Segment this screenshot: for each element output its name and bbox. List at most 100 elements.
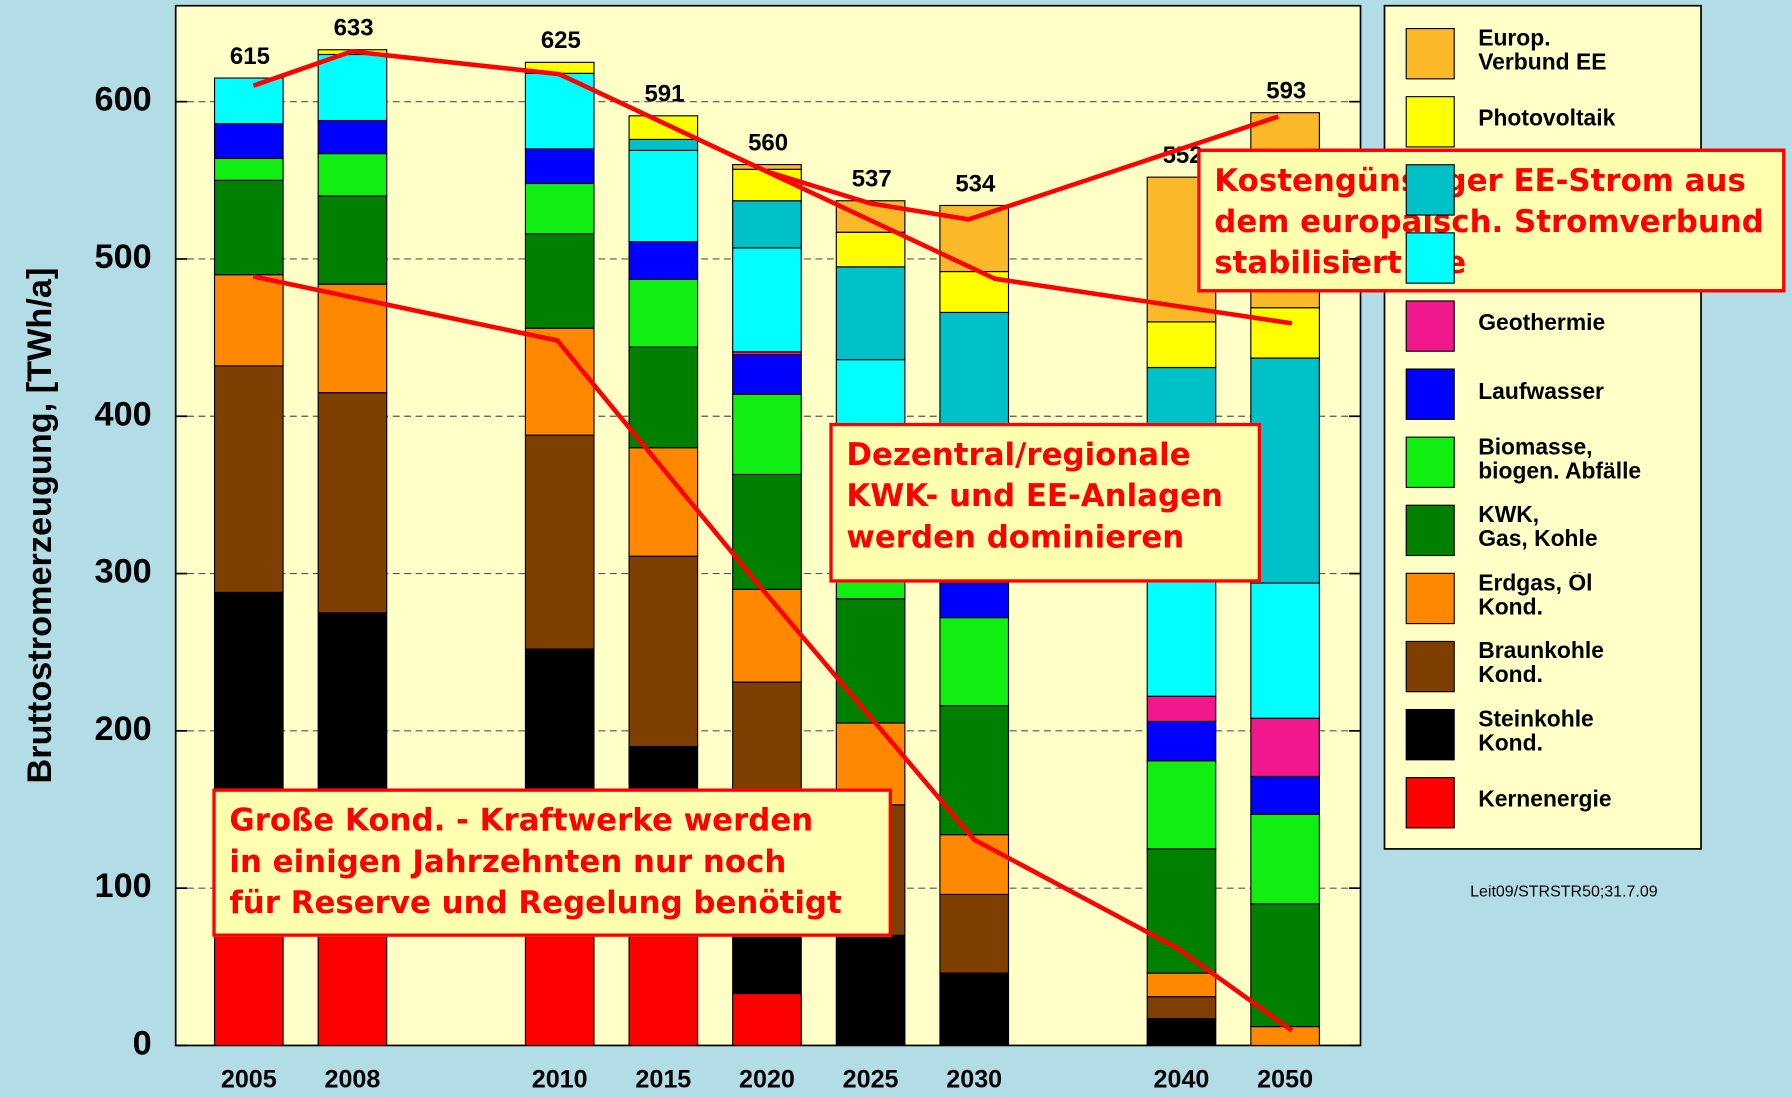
bar-segment (524, 233, 595, 329)
bar-segment (213, 591, 284, 790)
bar-segment (939, 893, 1010, 974)
bar-segment (1250, 1025, 1320, 1047)
bar-segment (317, 195, 388, 285)
legend-swatch (1405, 27, 1455, 80)
bar-segment (628, 346, 699, 449)
bar-segment (213, 157, 284, 181)
bar-segment (1250, 813, 1320, 905)
annotation: Große Kond. - Kraftwerke werden in einig… (212, 788, 893, 937)
bar-segment (732, 473, 802, 590)
legend-label-box: KWK, Gas, Kohle (1478, 504, 1598, 553)
legend-swatch (1405, 504, 1455, 557)
bar-segment (1250, 717, 1320, 778)
legend-label: Erdgas, Öl Kond. (1478, 572, 1593, 621)
legend-label-box: Kernenergie (1478, 788, 1611, 811)
total-label: 593 (1266, 77, 1306, 104)
legend-box (1383, 4, 1702, 850)
bar-segment (628, 555, 699, 748)
bar-segment (213, 123, 284, 159)
legend-swatch (1405, 96, 1455, 148)
bar-segment (628, 149, 699, 243)
annotation-box: Dezentral/regionale KWK- und EE-Anlagen … (829, 422, 1262, 583)
legend-label-box: Geothermie (1478, 312, 1605, 335)
y-tick-label: 0 (133, 1024, 152, 1062)
bar-segment (1146, 760, 1217, 850)
total-label: 633 (334, 15, 374, 42)
bar-segment (524, 182, 595, 235)
bar-segment (1250, 307, 1320, 359)
y-tick-label: 200 (95, 710, 152, 748)
bar-segment (213, 274, 284, 367)
total-label: 615 (230, 43, 270, 70)
bar-segment (1146, 972, 1217, 998)
total-label: 625 (541, 27, 581, 54)
x-tick-label: 2050 (1257, 1066, 1313, 1094)
legend-swatch (1405, 572, 1455, 625)
legend-swatch (1405, 777, 1455, 829)
legend-swatch (1405, 164, 1455, 216)
bar-segment (628, 241, 699, 280)
bar-segment (732, 992, 802, 1047)
legend-swatch (1405, 368, 1455, 420)
footnote: Leit09/STRSTR50;31.7.09 (1470, 884, 1658, 901)
total-label: 537 (852, 166, 892, 193)
x-tick-label: 2025 (843, 1066, 899, 1094)
legend-label-box: Laufwasser (1478, 380, 1604, 403)
legend-label-box: Erdgas, Öl Kond. (1478, 572, 1593, 621)
bar-segment (835, 934, 906, 1047)
total-label: 560 (748, 129, 788, 156)
x-tick-label: 2015 (635, 1066, 691, 1094)
bar-segment (1146, 848, 1217, 974)
legend-label-box: Europ. Verbund EE (1478, 27, 1607, 76)
x-tick-label: 2010 (532, 1066, 588, 1094)
trend-lines (252, 49, 1294, 1033)
bar-segment (1250, 357, 1320, 584)
bar-segment (1250, 582, 1320, 719)
x-tick-label: 2008 (324, 1066, 380, 1094)
bar-segment (524, 148, 595, 185)
legend-swatch (1405, 232, 1455, 284)
bar-segment (1146, 996, 1217, 1020)
annotation-box: Kostengünstiger EE-Strom aus dem europäi… (1197, 148, 1786, 293)
legend-swatch (1405, 436, 1455, 488)
legend-label: Steinkohle Kond. (1478, 708, 1594, 757)
legend-label: Photovoltaik (1478, 107, 1616, 132)
bar-segment (732, 247, 802, 353)
overlays: Kostengünstiger EE-Strom aus dem europäi… (212, 148, 1786, 937)
x-tick-label: 2040 (1154, 1066, 1210, 1094)
legend-label: Europ. Verbund EE (1478, 27, 1607, 76)
bar-segment (628, 138, 699, 151)
bar-segment (835, 598, 906, 724)
annotation: Kostengünstiger EE-Strom aus dem europäi… (1197, 148, 1786, 293)
annotation: Dezentral/regionale KWK- und EE-Anlagen … (829, 422, 1262, 583)
bar-segment (939, 705, 1010, 836)
bar-segment (732, 393, 802, 476)
legend-label: Braunkohle Kond. (1478, 640, 1604, 689)
trend-line (765, 169, 1293, 326)
legend-label: Biomasse, biogen. Abfälle (1478, 435, 1642, 484)
bar-segment (939, 972, 1010, 1047)
bar-segment (939, 617, 1010, 707)
legend-label-box: Steinkohle Kond. (1478, 708, 1594, 757)
bar-segment (1146, 695, 1217, 722)
bar-segment (317, 53, 388, 122)
x-tick-label: 2005 (221, 1066, 277, 1094)
x-tick-label: 2030 (946, 1066, 1002, 1094)
bar-segment (732, 588, 802, 683)
bar-segment (939, 834, 1010, 896)
bar-segment (835, 266, 906, 361)
total-label: 534 (955, 170, 996, 197)
legend-label: KWK, Gas, Kohle (1478, 504, 1598, 553)
bar-segment (628, 278, 699, 348)
total-label: 591 (644, 81, 684, 108)
bar-segment (317, 153, 388, 197)
bar-segment (317, 119, 388, 155)
annotation-box: Große Kond. - Kraftwerke werden in einig… (212, 788, 893, 937)
bar-segment (732, 168, 802, 202)
y-tick-label: 300 (95, 553, 152, 591)
y-tick-label: 100 (95, 867, 152, 905)
y-tick-label: 600 (95, 81, 152, 119)
legend-label-box: Braunkohle Kond. (1478, 640, 1604, 689)
bar-segment (213, 365, 284, 593)
bar-segment (317, 612, 388, 814)
